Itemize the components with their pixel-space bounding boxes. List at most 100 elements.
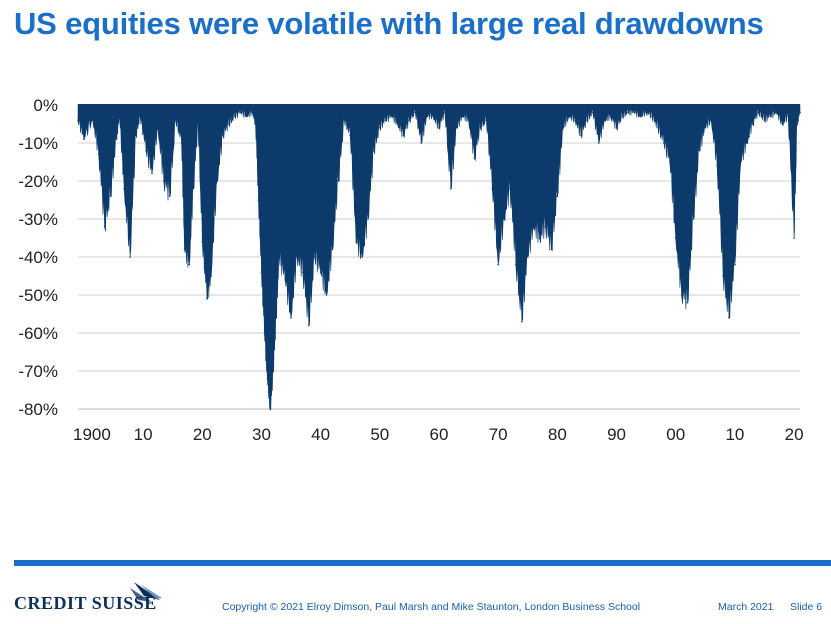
- footer-rule: [14, 560, 831, 566]
- data-point: [461, 115, 464, 118]
- zero-baseline: [78, 104, 800, 108]
- data-point: [745, 142, 748, 144]
- data-point: [367, 218, 369, 220]
- data-point: [775, 111, 778, 114]
- y-axis: 0% -10% -20% -30% -40% -50% -60% -70% -80%: [18, 96, 58, 419]
- x-tick-label: 50: [370, 425, 389, 444]
- data-point: [192, 187, 195, 190]
- data-point: [728, 317, 730, 319]
- data-point: [278, 256, 281, 258]
- data-point: [123, 187, 125, 190]
- data-point: [296, 256, 298, 258]
- data-point: [432, 115, 434, 118]
- drawdown-chart: 0%-10%-20%-30%-40%-50%-60%-70%-80% 1900 1…: [18, 96, 804, 444]
- data-point: [129, 256, 131, 258]
- data-point: [343, 119, 346, 121]
- data-point: [414, 111, 417, 114]
- data-point: [796, 123, 798, 125]
- data-point: [361, 256, 363, 258]
- data-point: [163, 180, 165, 182]
- data-point: [509, 187, 511, 190]
- data-point: [467, 119, 470, 121]
- data-point: [586, 119, 588, 121]
- data-point: [692, 218, 695, 220]
- data-point: [479, 127, 482, 129]
- x-tick-label: 30: [252, 425, 271, 444]
- data-point: [135, 134, 137, 137]
- data-point: [269, 408, 272, 410]
- data-point: [556, 195, 559, 197]
- x-tick-label: 1900: [73, 425, 111, 444]
- data-point: [319, 271, 322, 274]
- x-tick-label: 60: [430, 425, 449, 444]
- data-point: [621, 115, 624, 118]
- data-point: [450, 187, 452, 190]
- data-point: [781, 123, 784, 125]
- x-tick-label: 20: [785, 425, 804, 444]
- data-point: [515, 263, 517, 266]
- data-point: [751, 123, 754, 125]
- data-point: [597, 142, 600, 144]
- copyright-text: Copyright © 2021 Elroy Dimson, Paul Mars…: [222, 601, 641, 613]
- data-point: [210, 275, 212, 277]
- data-point: [109, 195, 112, 197]
- data-point: [609, 115, 612, 118]
- data-point: [379, 127, 381, 129]
- data-point: [331, 248, 334, 251]
- data-point: [716, 165, 718, 167]
- data-point: [686, 301, 689, 304]
- data-point: [272, 370, 275, 372]
- data-point: [349, 134, 352, 137]
- slide-title: US equities were volatile with large rea…: [14, 6, 764, 41]
- data-point: [313, 256, 316, 258]
- data-point: [228, 123, 230, 125]
- x-tick-label: 80: [548, 425, 567, 444]
- data-point: [580, 134, 582, 137]
- data-point: [168, 195, 171, 197]
- y-tick-label: -50%: [18, 286, 58, 305]
- y-tick-label: 0%: [33, 96, 58, 115]
- data-point: [769, 115, 772, 118]
- data-point: [757, 111, 760, 114]
- y-tick-label: -40%: [18, 248, 58, 267]
- data-point: [266, 377, 269, 380]
- data-point: [325, 294, 328, 296]
- data-point: [680, 294, 683, 296]
- slide-number: Slide 6: [790, 601, 823, 613]
- data-point: [793, 237, 795, 239]
- x-tick-label: 90: [607, 425, 626, 444]
- data-point: [337, 180, 340, 182]
- sails-icon: [130, 582, 162, 602]
- data-point: [473, 157, 476, 159]
- data-point: [574, 119, 576, 121]
- data-point: [251, 111, 254, 114]
- data-point: [151, 172, 153, 175]
- data-point: [222, 134, 224, 137]
- data-point: [544, 225, 547, 228]
- data-point: [787, 115, 789, 118]
- data-point: [118, 115, 121, 118]
- data-point: [438, 127, 440, 129]
- data-point: [526, 256, 529, 258]
- x-tick-label: 10: [134, 425, 153, 444]
- data-point: [645, 111, 647, 114]
- data-point: [384, 119, 387, 121]
- data-point: [603, 119, 606, 121]
- data-point: [396, 123, 399, 125]
- data-point: [627, 111, 630, 114]
- y-tick-label: -10%: [18, 134, 58, 153]
- data-point: [284, 279, 286, 281]
- data-point: [698, 149, 701, 152]
- data-point: [722, 275, 724, 277]
- data-point: [633, 111, 636, 114]
- data-point: [206, 298, 208, 300]
- data-point: [408, 119, 411, 121]
- data-point: [239, 111, 242, 114]
- data-point: [115, 138, 118, 140]
- data-point: [402, 134, 405, 137]
- data-point: [651, 115, 653, 118]
- data-point: [245, 115, 248, 118]
- data-point: [444, 111, 446, 114]
- data-point: [592, 111, 594, 114]
- data-point: [639, 115, 642, 118]
